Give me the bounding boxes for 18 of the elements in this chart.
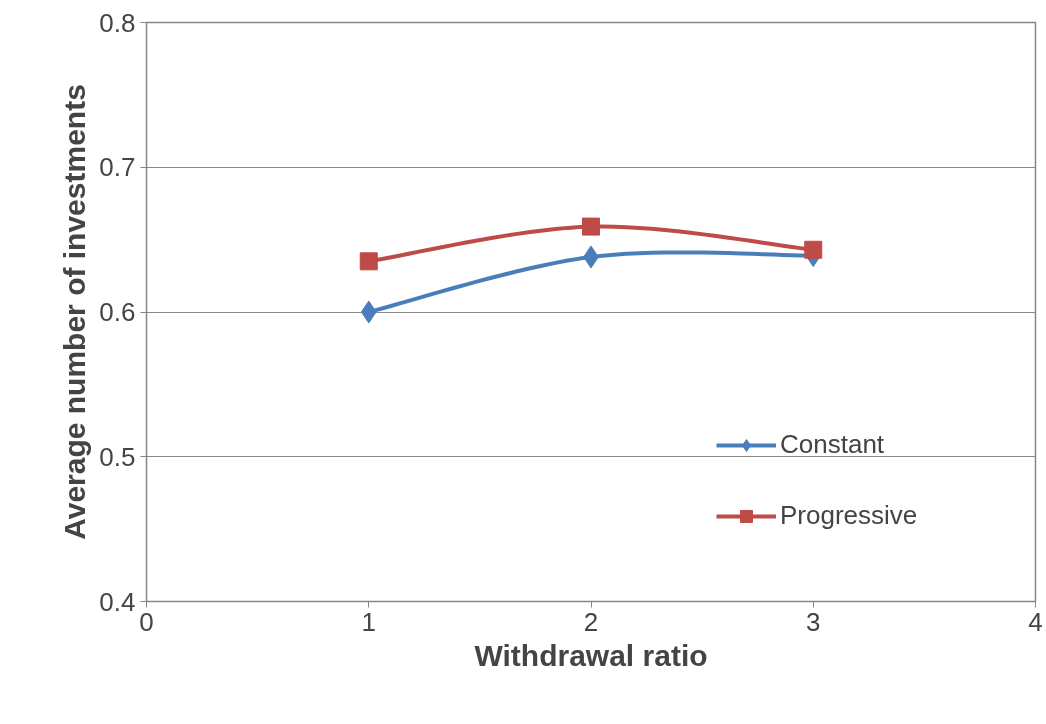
x-axis-title: Withdrawal ratio [474, 638, 708, 672]
y-tick-label: 0.7 [99, 152, 136, 183]
y-tick-label: 0.6 [99, 297, 136, 327]
x-tick-label: 3 [806, 606, 821, 637]
x-tick-label: 1 [361, 606, 376, 637]
y-tick-label: 0.4 [99, 586, 136, 617]
y-tick-label: 0.5 [99, 441, 136, 472]
y-tick-label: 0.8 [99, 7, 136, 38]
point [360, 300, 377, 324]
point [804, 240, 823, 259]
x-tick-label: 4 [1028, 606, 1043, 637]
point [359, 252, 378, 271]
x-tick-label: 0 [139, 606, 154, 637]
point [582, 217, 600, 236]
y-axis-title: Average number of investments [58, 84, 92, 540]
legend-label: Constant [780, 429, 885, 460]
legend-label: Progressive [780, 500, 918, 531]
x-tick-label: 2 [583, 606, 599, 637]
